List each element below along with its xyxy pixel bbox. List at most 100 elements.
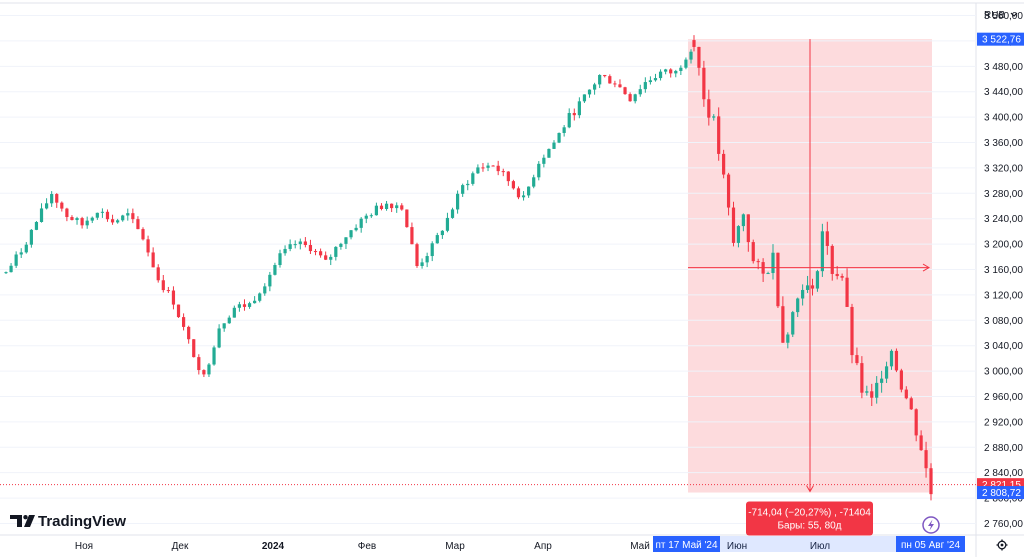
candle-body [875,382,879,398]
candle-body [914,409,918,436]
candle-body [156,267,160,281]
tradingview-logo[interactable]: TradingView [10,513,126,530]
candle-body [587,89,592,95]
y-tick-label: 3 200,00 [984,240,1023,251]
candle-body [904,389,908,399]
candle-body [669,69,673,74]
date-range-band [720,536,896,552]
candle-body [273,265,277,275]
candle-body [146,239,150,253]
candle-body [364,215,368,219]
candle-body [633,94,637,102]
alert-lightning-button[interactable] [922,516,940,534]
x-tick-label: Мар [445,541,465,552]
candle-body [242,304,247,307]
y-tick-label: 3 400,00 [984,113,1023,124]
candle-body [369,215,373,217]
candle-body [95,212,99,218]
candle-body [835,273,839,277]
candle-body [400,205,404,210]
candle-body [679,67,683,71]
x-tick-label: 2024 [262,541,285,552]
candle-body [919,435,923,451]
candle-body [865,391,869,393]
price-axis[interactable]: RUB 3 560,003 520,003 480,003 440,003 40… [984,10,1023,530]
candle-body [537,163,541,178]
y-tick-label: 3 320,00 [984,163,1023,174]
candle-body [731,207,736,243]
price-tag-label: 3 522,76 [982,35,1021,46]
measure-info-box [746,501,873,536]
candle-body [889,350,894,367]
candle-body [506,171,510,182]
currency-dropdown-icon[interactable] [1010,12,1018,17]
candle-body [105,211,110,220]
candle-body [14,254,18,266]
x-tick-label: Апр [534,541,552,552]
candle-body [75,218,79,221]
candle-body [692,40,696,47]
candle-body [894,350,899,371]
candle-body [736,226,741,243]
candle-body [207,364,211,375]
time-axis[interactable]: Ноя Дек 2024 Фев Мар Апр Май Июн Июл [75,541,830,552]
candle-body [552,142,556,149]
candle-body [288,244,292,249]
end-date-tag [896,536,965,552]
x-tick-label: Июн [727,541,747,552]
candle-body [359,218,363,228]
candle-body [222,323,226,329]
candle-body [217,328,221,348]
candle-body [395,205,399,209]
candle-body [50,194,54,204]
candle-body [390,203,394,209]
candle-body [860,363,864,393]
candle-body [825,231,829,246]
candle-body [4,272,8,274]
candle-body [924,450,928,469]
candle-body [756,261,760,263]
candle-body [741,214,745,227]
y-tick-label: 3 040,00 [984,341,1023,352]
candle-body [557,132,561,143]
candle-body [577,101,581,116]
settings-button[interactable] [996,539,1008,551]
y-tick-label: 2 760,00 [984,519,1023,530]
candle-body [746,214,750,243]
tradingview-logo-icon [10,515,35,527]
end-date-label: пн 05 Авг '24 [901,540,960,551]
y-tick-label: 3 280,00 [984,189,1023,200]
candle-body [100,211,105,213]
candle-body [815,271,820,289]
candle-body [181,317,186,327]
candle-body [131,213,135,220]
candle-body [771,252,775,274]
y-tick-label: 3 160,00 [984,265,1023,276]
measure-change-text: -714,04 (−20,27%) , -71404 [748,508,871,519]
x-tick-label: Июл [810,541,830,552]
candle-body [697,46,701,68]
candle-body [445,217,450,231]
measure-arrow-down-icon [806,485,814,493]
candle-body [567,113,571,128]
candle-body [70,217,74,221]
candle-body [648,80,653,83]
gear-icon [996,539,1008,551]
candle-body [303,241,307,246]
candle-body [582,94,587,102]
candle-body [608,76,612,84]
candle-body [491,165,495,167]
y-tick-label: 3 080,00 [984,316,1023,327]
candle-body [339,243,343,247]
candle-body [598,74,602,85]
candle-body [618,84,622,88]
candle-body [751,242,755,262]
candle-body [486,165,490,168]
candle-body [212,347,216,365]
candle-body [354,227,358,231]
candle-body [521,195,526,198]
price-tags: 3 522,76 2 821,152 808,72 [977,32,1024,500]
candle-body [786,334,790,343]
